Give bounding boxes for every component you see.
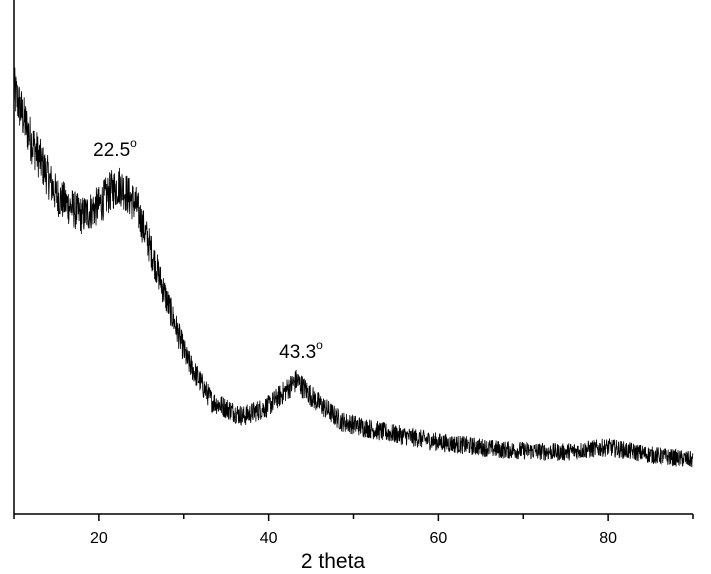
annotation-peak-2: 43.3o: [279, 338, 323, 363]
annotation-peak-1-degree: o: [130, 136, 137, 150]
x-tick-label: 20: [90, 530, 108, 547]
x-tick-label: 40: [260, 530, 278, 547]
x-ticks: 20 40 60 80: [13, 514, 694, 547]
series-line: [13, 67, 694, 468]
plot-area: [13, 67, 694, 468]
x-axis-title: 2 theta: [301, 550, 366, 573]
annotation-peak-1: 22.5o: [93, 136, 137, 161]
x-tick-label: 80: [599, 530, 617, 547]
annotation-peak-1-value: 22.5: [93, 140, 130, 161]
x-tick-label: 60: [429, 530, 447, 547]
annotation-peak-2-degree: o: [316, 338, 323, 352]
annotation-peak-2-value: 43.3: [279, 342, 316, 363]
